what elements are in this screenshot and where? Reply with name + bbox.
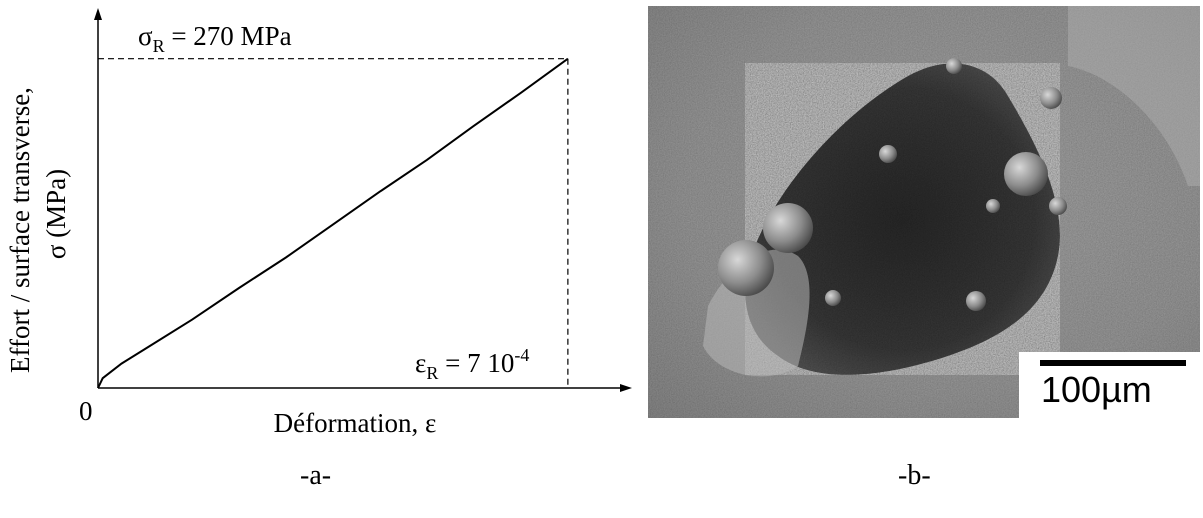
fracture-surface-image: [648, 6, 1200, 418]
scale-bar-label: 100µm: [1041, 369, 1152, 410]
strain-symbol: ε: [415, 348, 426, 378]
panel-label-b: -b-: [898, 460, 931, 491]
strain-subscript: R: [426, 363, 438, 383]
stress-strain-curve: [97, 57, 569, 389]
y-axis-label-line1: Effort / surface transverse,: [5, 87, 35, 373]
stress-strain-chart: σR = 270 MPa εR = 7 10-4 0 Déformation, …: [5, 8, 632, 438]
panel-label-a: -a-: [300, 460, 332, 491]
strength-symbol: σ: [138, 21, 153, 51]
strain-annotation: εR = 7 10-4: [415, 345, 529, 383]
origin-label: 0: [79, 396, 93, 426]
scale-bar-box: 100µm: [1019, 352, 1200, 418]
x-axis-arrow: [620, 384, 632, 392]
strain-exponent: -4: [514, 345, 529, 365]
strength-annotation: σR = 270 MPa: [138, 21, 292, 56]
strength-value: = 270 MPa: [165, 21, 292, 51]
x-axis-label: Déformation, ε: [274, 408, 437, 438]
strength-subscript: R: [153, 36, 165, 56]
y-axis-arrow: [94, 8, 102, 20]
sem-micrograph: 100µm: [648, 6, 1200, 418]
scale-bar: [1040, 360, 1186, 366]
y-axis-label-line2: σ (MPa): [41, 169, 71, 259]
strain-value: = 7 10: [438, 348, 514, 378]
